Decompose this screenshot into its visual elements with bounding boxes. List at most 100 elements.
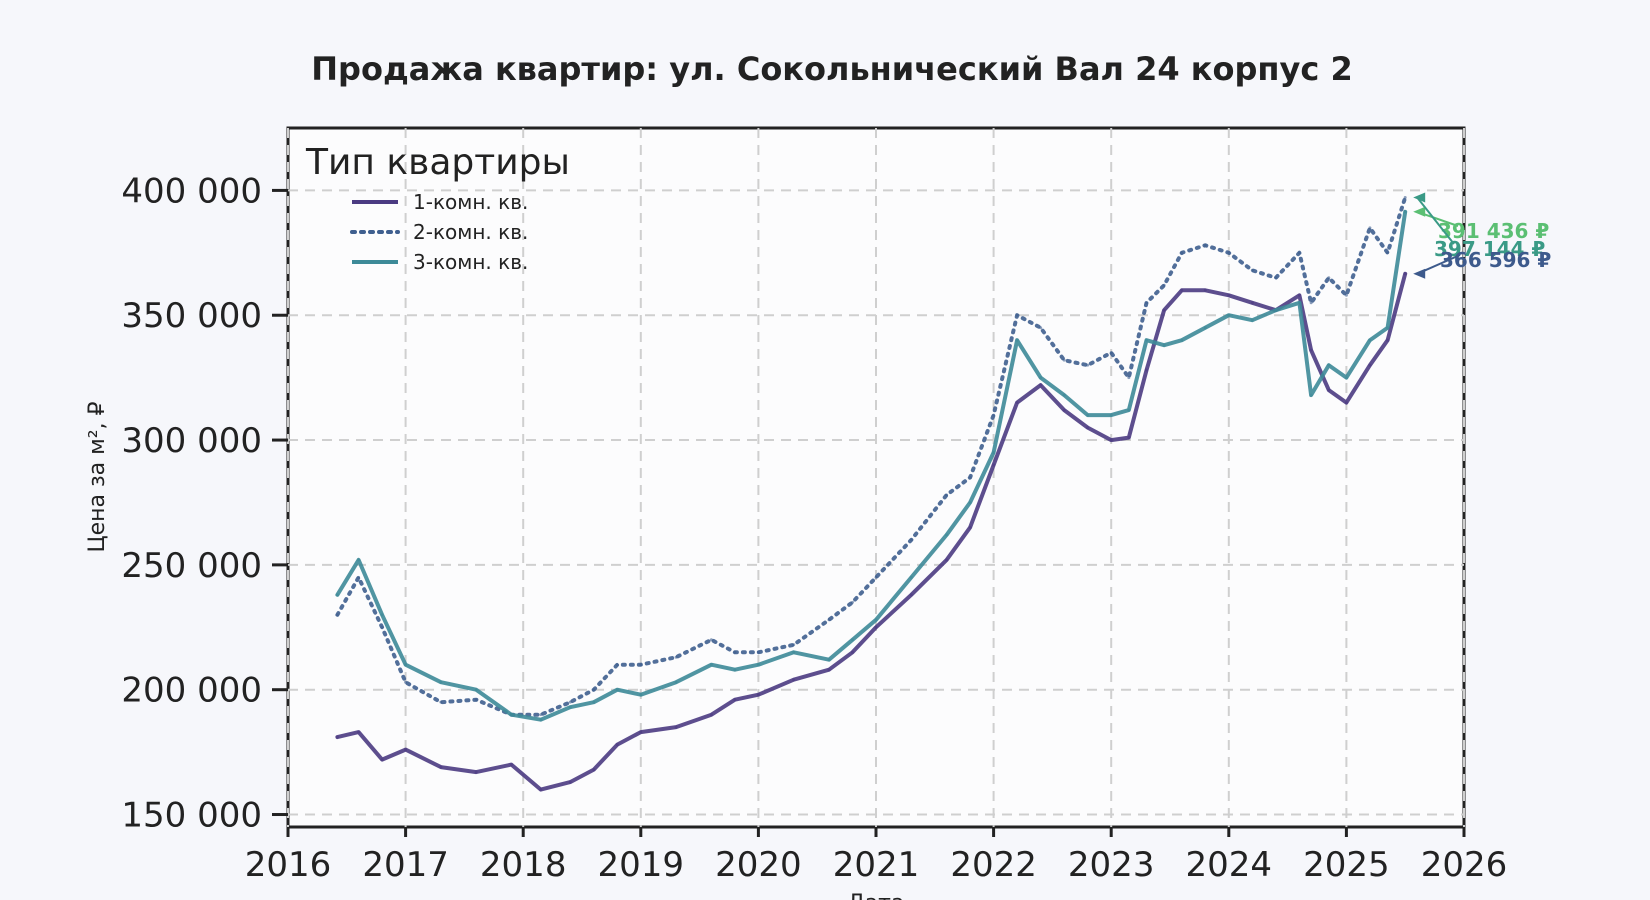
data-point-3 — [1250, 318, 1254, 322]
data-point-2 — [1327, 276, 1331, 280]
data-point-1 — [850, 650, 854, 654]
data-point-3 — [1227, 313, 1231, 317]
data-point-2 — [357, 575, 361, 579]
data-point-1 — [1368, 363, 1372, 367]
data-point-2 — [1203, 243, 1207, 247]
data-point-2 — [792, 643, 796, 647]
data-point-3 — [1309, 393, 1313, 397]
data-point-3 — [1127, 408, 1131, 412]
annotation-arrowhead — [1413, 206, 1426, 217]
data-point-2 — [539, 713, 543, 717]
data-point-2 — [1403, 196, 1407, 200]
data-point-1 — [1162, 308, 1166, 312]
data-point-3 — [335, 593, 339, 597]
data-point-1 — [1062, 408, 1066, 412]
data-point-3 — [1015, 338, 1019, 342]
data-point-1 — [1250, 301, 1254, 305]
data-point-2 — [827, 618, 831, 622]
data-point-2 — [1180, 251, 1184, 255]
data-point-1 — [1086, 426, 1090, 430]
data-point-1 — [709, 713, 713, 717]
grid — [287, 128, 1465, 827]
data-point-3 — [1180, 338, 1184, 342]
annotation-arrowhead — [1413, 268, 1426, 279]
data-point-1 — [639, 730, 643, 734]
data-point-1 — [474, 770, 478, 774]
data-point-2 — [945, 493, 949, 497]
data-point-1 — [1109, 438, 1113, 442]
data-point-3 — [792, 650, 796, 654]
annotation-arrow — [1416, 196, 1455, 245]
data-point-3 — [1368, 338, 1372, 342]
data-point-3 — [850, 638, 854, 642]
x-tick-label: 2020 — [715, 845, 802, 885]
data-point-3 — [568, 705, 572, 709]
data-point-1 — [615, 743, 619, 747]
series-line-1 — [335, 271, 1408, 792]
x-tick-label: 2023 — [1068, 845, 1155, 885]
last-value-annotations: 391 436 ₽397 144 ₽366 596 ₽ — [1413, 192, 1551, 279]
data-point-2 — [874, 575, 878, 579]
y-tick-label: 350 000 — [121, 296, 262, 336]
data-point-2 — [1109, 351, 1113, 355]
data-point-1 — [568, 780, 572, 784]
data-point-2 — [1309, 301, 1313, 305]
annotation-label: 366 596 ₽ — [1440, 248, 1551, 272]
data-point-1 — [1015, 401, 1019, 405]
data-point-3 — [1109, 413, 1113, 417]
data-point-2 — [756, 650, 760, 654]
data-point-3 — [1062, 393, 1066, 397]
data-point-3 — [1327, 363, 1331, 367]
data-point-3 — [1297, 301, 1301, 305]
data-point-1 — [756, 693, 760, 697]
data-point-1 — [1144, 368, 1148, 372]
data-point-2 — [1039, 326, 1043, 330]
data-point-2 — [709, 638, 713, 642]
data-point-2 — [639, 663, 643, 667]
x-tick-label: 2016 — [245, 845, 332, 885]
data-point-2 — [674, 655, 678, 659]
x-tick-label: 2017 — [362, 845, 449, 885]
data-point-3 — [1403, 210, 1407, 214]
data-point-1 — [992, 463, 996, 467]
data-point-1 — [733, 698, 737, 702]
legend: Тип квартиры 1-комн. кв. 2-комн. кв. 3-к… — [305, 142, 570, 274]
data-point-2 — [335, 613, 339, 617]
data-point-2 — [909, 538, 913, 542]
data-point-1 — [404, 748, 408, 752]
data-point-3 — [509, 713, 513, 717]
data-point-1 — [674, 725, 678, 729]
data-point-1 — [592, 768, 596, 772]
x-tick-label: 2018 — [480, 845, 567, 885]
data-point-2 — [1250, 268, 1254, 272]
legend-label-3k: 3-комн. кв. — [413, 250, 528, 274]
y-tick-label: 250 000 — [121, 546, 262, 586]
series-layer — [335, 195, 1408, 792]
data-point-3 — [968, 500, 972, 504]
data-point-2 — [1368, 226, 1372, 230]
data-point-1 — [1227, 293, 1231, 297]
data-point-2 — [733, 650, 737, 654]
data-point-2 — [568, 700, 572, 704]
y-tick-label: 150 000 — [121, 796, 262, 836]
x-tick-label: 2021 — [833, 845, 920, 885]
data-point-3 — [709, 663, 713, 667]
data-point-2 — [439, 700, 443, 704]
y-tick-label: 200 000 — [121, 671, 262, 711]
data-point-2 — [1162, 283, 1166, 287]
data-point-1 — [874, 625, 878, 629]
data-point-3 — [1386, 326, 1390, 330]
chart-title: Продажа квартир: ул. Сокольнический Вал … — [311, 50, 1352, 88]
data-point-1 — [792, 678, 796, 682]
x-tick-label: 2019 — [598, 845, 685, 885]
data-point-2 — [1297, 251, 1301, 255]
data-point-1 — [509, 763, 513, 767]
data-point-2 — [1344, 293, 1348, 297]
data-point-2 — [615, 663, 619, 667]
annotation-label: 397 144 ₽ — [1434, 237, 1545, 261]
data-point-3 — [874, 618, 878, 622]
x-tick-label: 2025 — [1303, 845, 1390, 885]
data-point-1 — [1180, 288, 1184, 292]
y-axis-label: Цена за м², ₽ — [85, 401, 110, 552]
